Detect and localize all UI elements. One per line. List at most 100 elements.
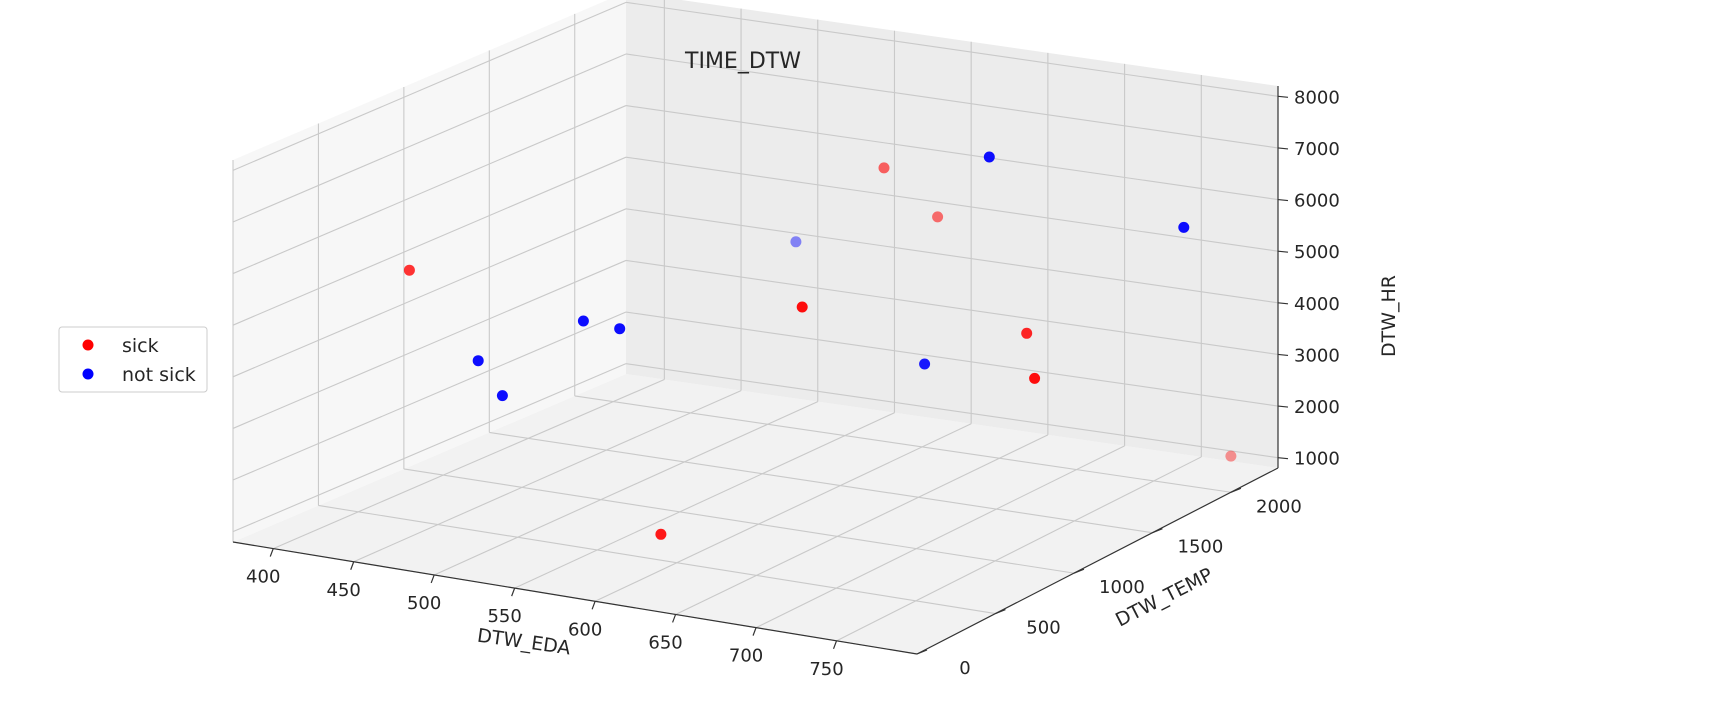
y-tick-mark [916,649,928,655]
x-tick-label: 400 [246,567,280,588]
legend-marker-sick [82,339,94,351]
point-sick [1029,372,1041,384]
grid-line-y [403,468,1075,574]
z-tick-mark [1277,147,1289,150]
grid-line-z [232,311,627,481]
point-not-sick [790,236,802,248]
legend-box [58,326,208,393]
point-sick [655,528,667,540]
x-tick-mark [832,640,838,650]
x-tick-label: 550 [487,606,521,627]
y-tick-label: 1000 [1099,577,1145,598]
y-tick-mark [1073,568,1085,574]
z-tick-mark [1277,457,1289,460]
legend-label-sick: sick [122,335,159,357]
grid-line-z [625,156,1279,252]
grid-line-x [594,423,972,602]
legend: sick not sick [58,326,208,393]
point-not-sick [496,390,508,402]
point-sick [796,301,808,313]
x-axis-line [232,541,918,655]
x-tick-label: 450 [327,580,361,601]
x-tick-label: 500 [407,593,441,614]
grid-line-x [433,401,818,576]
point-not-sick [577,315,589,327]
grid-line-z [232,363,627,533]
floor-pane [233,374,1278,654]
data-points [403,151,1237,540]
z-tick-label: 2000 [1294,397,1340,418]
back-pane [626,0,1278,468]
x-axis-label: DTW_EDA [476,625,572,660]
y-tick-label: 0 [959,658,970,679]
point-sick [878,162,890,174]
z-tick-mark [1277,353,1289,357]
grid-line-z [232,156,627,326]
axis-lines [232,86,1279,655]
y-tick-mark [995,609,1006,615]
grid-line-x [514,412,895,589]
grid-line-z [232,1,627,171]
y-tick-label: 500 [1026,618,1060,639]
point-not-sick [983,151,995,163]
grid-line-x [755,445,1125,629]
z-tick-mark [1277,302,1289,305]
x-tick-label: 700 [729,646,763,667]
grid-line-x [675,434,1049,615]
grid-line-z [625,311,1279,407]
y-tick-label: 2000 [1256,496,1302,517]
grid-line-z [232,208,627,378]
z-tick-label: 8000 [1294,87,1340,108]
y-tick-label: 1500 [1178,537,1224,558]
x-tick-mark [752,627,757,636]
tick-labels: 400 450 500 550 600 650 700 750 0 500 1000 1500 2000… [246,87,1340,679]
grid-line-z [625,105,1279,201]
z-tick-label: 6000 [1294,191,1340,212]
x-tick-mark [672,614,677,623]
grid-line-y [489,431,1153,534]
y-tick-mark [1152,528,1163,534]
point-not-sick [472,355,484,367]
point-sick [932,211,944,223]
z-tick-label: 7000 [1294,139,1340,160]
x-tick-mark [430,574,435,584]
grid-line-y [574,395,1231,493]
grid-line-z [232,105,627,275]
side-pane [233,0,626,542]
grid-line-z [625,1,1279,97]
z-tick-label: 4000 [1294,294,1340,315]
z-tick-label: 5000 [1294,242,1340,263]
grid-lines [232,0,1279,655]
grid-line-z [232,259,627,429]
x-tick-label: 650 [648,632,682,653]
z-tick-label: 1000 [1294,449,1340,470]
z-tick-mark [1277,250,1289,253]
x-tick-label: 600 [568,619,602,640]
grid-line-x [273,379,665,550]
x-tick-mark [350,561,355,570]
z-axis-label: DTW_HR [1378,275,1400,357]
legend-label-not-sick: not sick [122,364,196,386]
point-not-sick [919,358,931,370]
point-sick [403,264,415,276]
point-sick [1021,327,1033,339]
grid-line-z [625,363,1279,459]
z-tick-mark [1277,95,1289,98]
chart-title: TIME_DTW [684,49,801,74]
grid-line-z [625,208,1279,304]
grid-line-z [625,53,1279,149]
y-axis-line [916,467,1279,655]
point-not-sick [1178,221,1190,233]
x-tick-mark [511,587,516,597]
grid-line-z [625,259,1279,355]
x-tick-mark [269,548,274,557]
point-sick [1225,450,1237,462]
z-tick-mark [1277,405,1289,408]
grid-line-x [353,390,742,563]
grid-line-x [836,456,1202,642]
x-tick-mark [591,601,596,610]
point-not-sick [614,323,626,335]
axis-panes [233,0,1278,654]
x-tick-label: 750 [809,659,843,680]
